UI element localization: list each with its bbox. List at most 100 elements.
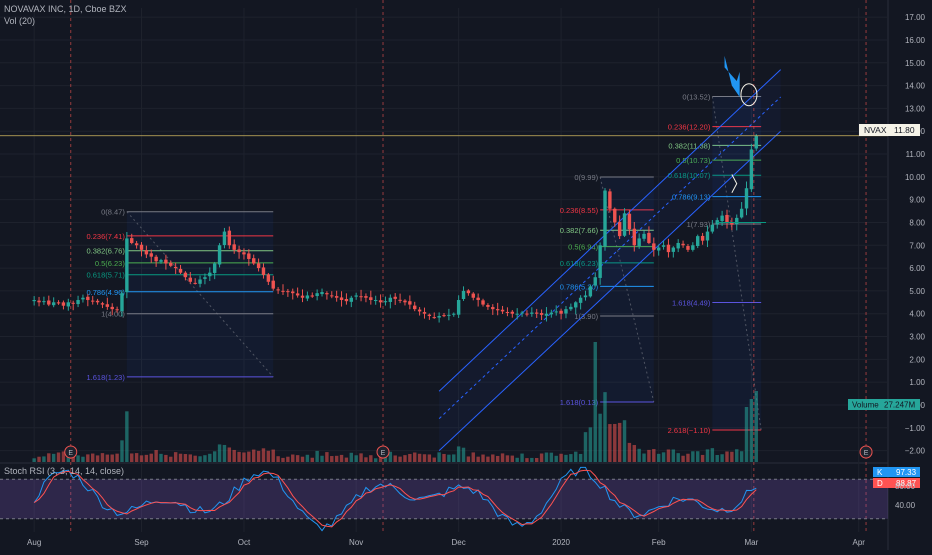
candle-body [398,299,402,301]
volume-bar [705,449,710,462]
x-tick-label: Oct [238,538,251,547]
volume-bar [739,451,744,462]
candle-body [76,300,80,305]
volume-bar [598,413,602,462]
fib-level-label: 0(8.47) [101,208,125,217]
candle-body [159,260,163,262]
volume-indicator-label: Vol (20) [4,16,35,26]
time-axis[interactable]: Aug Sep Oct Nov Dec 2020 Feb Mar Apr [27,538,865,547]
earnings-label: E [864,450,869,457]
stoch-band [0,479,888,519]
fib-level-label: 0.382(11.38) [668,141,710,150]
volume-bar [534,457,539,462]
volume-bar [422,454,427,462]
stoch-axis-80: 80.00 [895,482,916,491]
candle-body [178,268,183,273]
x-tick-label: Aug [27,538,41,547]
volume-bar [652,449,656,462]
candle-body [530,312,534,314]
candle-body [652,243,656,250]
fib-level-label: 0.5(6.23) [95,259,126,268]
candle-body [539,313,544,315]
y-tick-label: −1.00 [905,424,926,433]
fib-level-label: 0.618(10.07) [668,171,711,180]
candle-body [315,293,319,297]
fib-level-label: 0.236(8.55) [560,206,599,215]
y-tick-label: 15.00 [905,59,926,68]
volume-bar [627,442,632,462]
volume-bar [61,451,66,462]
volume-bar [715,455,719,462]
candle-body [422,312,427,314]
volume-bar [559,453,563,462]
volume-bar [154,450,158,462]
volume-bar [110,454,114,462]
candle-body [286,291,290,293]
y-tick-label: 3.00 [909,333,925,342]
candle-body [403,300,407,303]
volume-bar [369,455,373,462]
candle-body [588,286,593,297]
candle-body [105,304,110,307]
candle-body [505,311,510,313]
volume-bar [169,456,173,462]
candle-body [247,253,251,259]
candle-body [417,309,422,312]
price-axis[interactable]: 17.0016.0015.0014.0013.0012.0011.0010.00… [905,13,926,455]
candle-body [193,282,197,284]
volume-bar [720,454,724,462]
y-tick-label: 8.00 [909,218,925,227]
candle-body [559,310,563,314]
volume-bar [344,457,349,462]
volume-bar [564,454,568,462]
candle-body [359,296,363,298]
volume-bar [188,454,192,462]
fib-level-label: 0.786(4.96) [86,288,125,297]
candle-body [144,250,149,255]
y-tick-label: 7.00 [909,241,925,250]
x-tick-label: Apr [852,538,865,547]
candles [32,134,758,323]
volume-bar [495,455,500,462]
volume-bar [305,454,310,462]
volume-bar [130,453,134,462]
channel-upper [438,69,782,392]
volume-bar [217,444,222,462]
candle-body [671,247,676,252]
candle-body [276,289,280,291]
candle-body [520,312,524,314]
volume-bar [735,449,739,462]
x-tick-label: 2020 [552,538,570,547]
candle-body [696,236,700,247]
candle-body [252,258,256,264]
volume-bar [608,424,612,462]
volume-bar [593,342,597,462]
candle-body [554,311,558,313]
volume-bar [354,455,358,462]
candle-body [169,262,173,266]
candle-body [534,312,539,314]
volume-bar [549,452,554,462]
candle-body [754,135,758,149]
stoch-k-tag-label: K [877,468,883,477]
candle-body [578,297,583,303]
x-tick-label: Sep [134,538,149,547]
y-tick-label: 17.00 [905,13,926,22]
volume-bar [261,448,266,462]
volume-bar [691,451,695,462]
volume-bar [271,449,275,462]
candle-body [208,272,212,277]
volume-bar [749,399,754,462]
fib-level-label: 0.236(12.20) [668,123,711,132]
candle-body [188,277,192,282]
candle-body [647,232,651,243]
candle-body [154,256,158,262]
fib-trend-line [126,211,274,378]
trend-channel [438,69,782,451]
volume-bar [237,451,241,462]
candle-body [42,301,46,303]
volume-bar [393,455,397,462]
y-tick-label: 1.00 [909,378,925,387]
volume-bar [622,420,627,462]
